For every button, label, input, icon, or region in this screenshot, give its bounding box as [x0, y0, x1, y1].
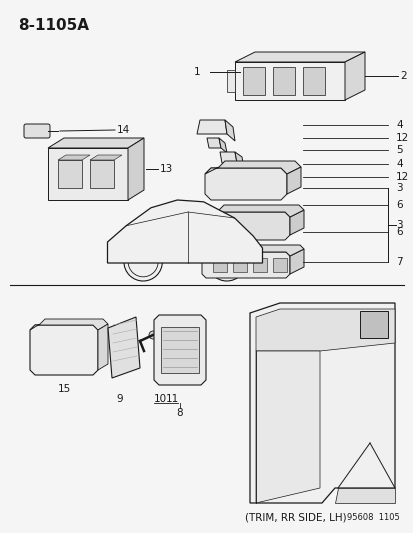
Polygon shape — [286, 167, 300, 194]
Polygon shape — [359, 311, 387, 338]
Text: 8-1105A: 8-1105A — [18, 18, 89, 33]
Polygon shape — [204, 161, 300, 174]
Polygon shape — [90, 160, 114, 188]
Polygon shape — [255, 309, 394, 351]
Polygon shape — [235, 152, 243, 168]
Polygon shape — [108, 317, 140, 378]
Text: 4: 4 — [395, 120, 402, 130]
Bar — [175, 202, 189, 210]
Polygon shape — [204, 205, 303, 217]
Text: 9: 9 — [116, 394, 123, 404]
Text: 11: 11 — [165, 394, 178, 404]
Polygon shape — [218, 138, 226, 153]
Polygon shape — [272, 67, 294, 95]
Text: 3: 3 — [395, 183, 402, 193]
Polygon shape — [128, 138, 144, 200]
Polygon shape — [233, 258, 247, 272]
Polygon shape — [249, 303, 394, 503]
Text: (TRIM, RR SIDE, LH): (TRIM, RR SIDE, LH) — [244, 513, 346, 523]
Polygon shape — [98, 324, 108, 370]
Polygon shape — [161, 327, 199, 373]
Text: 12: 12 — [395, 172, 408, 182]
Polygon shape — [30, 319, 108, 330]
Polygon shape — [204, 212, 289, 240]
Polygon shape — [235, 62, 344, 100]
Polygon shape — [226, 70, 235, 92]
Polygon shape — [202, 252, 289, 278]
Polygon shape — [30, 325, 98, 375]
Text: 6: 6 — [395, 227, 402, 237]
Circle shape — [254, 176, 271, 192]
Text: 1: 1 — [193, 67, 199, 77]
FancyBboxPatch shape — [24, 124, 50, 138]
Polygon shape — [48, 148, 128, 200]
Circle shape — [161, 327, 166, 333]
Circle shape — [207, 243, 245, 281]
Polygon shape — [344, 52, 364, 100]
Text: 2: 2 — [399, 71, 406, 81]
Text: 14: 14 — [117, 125, 130, 135]
Polygon shape — [154, 315, 206, 385]
Text: 13: 13 — [159, 164, 173, 174]
Polygon shape — [212, 258, 226, 272]
Polygon shape — [58, 155, 90, 160]
Text: 5: 5 — [395, 145, 402, 155]
Polygon shape — [224, 120, 235, 141]
Polygon shape — [252, 258, 266, 272]
Text: 6: 6 — [395, 200, 402, 210]
Circle shape — [255, 219, 269, 233]
Text: 12: 12 — [395, 133, 408, 143]
Polygon shape — [206, 138, 221, 148]
Circle shape — [123, 243, 162, 281]
Polygon shape — [302, 67, 324, 95]
Polygon shape — [242, 67, 264, 95]
Text: 10: 10 — [153, 394, 166, 404]
Text: 4: 4 — [395, 159, 402, 169]
Polygon shape — [107, 200, 262, 263]
Polygon shape — [48, 138, 144, 148]
Text: 15: 15 — [57, 384, 71, 394]
Polygon shape — [255, 351, 319, 503]
Polygon shape — [334, 488, 394, 503]
Text: 7: 7 — [395, 257, 402, 267]
Text: 3: 3 — [395, 220, 402, 230]
Polygon shape — [197, 120, 226, 134]
Polygon shape — [289, 210, 303, 235]
Circle shape — [211, 176, 226, 192]
Circle shape — [233, 176, 248, 192]
Polygon shape — [219, 152, 236, 163]
Polygon shape — [272, 258, 286, 272]
Polygon shape — [90, 155, 122, 160]
Text: 95608  1105: 95608 1105 — [347, 513, 399, 522]
Polygon shape — [58, 160, 82, 188]
Circle shape — [149, 331, 157, 339]
Polygon shape — [289, 249, 303, 274]
Polygon shape — [202, 245, 303, 256]
Circle shape — [233, 219, 247, 233]
Polygon shape — [204, 168, 286, 200]
Circle shape — [211, 219, 225, 233]
Polygon shape — [235, 52, 364, 62]
Text: 8: 8 — [176, 408, 183, 418]
